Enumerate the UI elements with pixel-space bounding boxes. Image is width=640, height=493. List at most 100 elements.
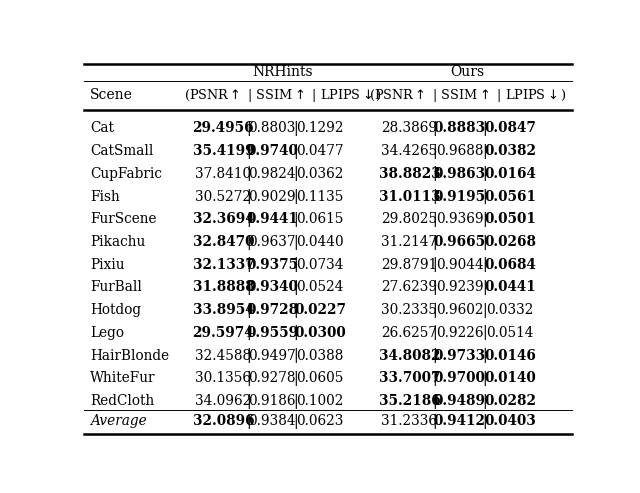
Text: |: | bbox=[433, 280, 437, 295]
Text: 0.9340: 0.9340 bbox=[246, 281, 298, 294]
Text: |: | bbox=[293, 393, 298, 409]
Text: 28.3869: 28.3869 bbox=[381, 121, 437, 136]
Text: 0.0227: 0.0227 bbox=[294, 303, 346, 317]
Text: |: | bbox=[482, 303, 487, 317]
Text: 0.9602: 0.9602 bbox=[436, 303, 483, 317]
Text: 0.9044: 0.9044 bbox=[436, 258, 484, 272]
Text: |: | bbox=[293, 167, 298, 181]
Text: 0.9186: 0.9186 bbox=[248, 394, 296, 408]
Text: 34.8082: 34.8082 bbox=[379, 349, 440, 363]
Text: 0.0477: 0.0477 bbox=[296, 144, 344, 158]
Text: 0.9029: 0.9029 bbox=[248, 190, 296, 204]
Text: |: | bbox=[293, 257, 298, 272]
Text: 0.0605: 0.0605 bbox=[296, 371, 344, 386]
Text: |: | bbox=[293, 348, 298, 363]
Text: |: | bbox=[482, 143, 487, 159]
Text: |: | bbox=[482, 280, 487, 295]
Text: 0.9863: 0.9863 bbox=[434, 167, 486, 181]
Text: |: | bbox=[433, 371, 437, 386]
Text: 0.9637: 0.9637 bbox=[248, 235, 296, 249]
Text: 26.6257: 26.6257 bbox=[381, 326, 437, 340]
Text: (PSNR$\uparrow$ | SSIM$\uparrow$ | LPIPS$\downarrow$): (PSNR$\uparrow$ | SSIM$\uparrow$ | LPIPS… bbox=[369, 87, 566, 104]
Text: CatSmall: CatSmall bbox=[90, 144, 154, 158]
Text: CupFabric: CupFabric bbox=[90, 167, 162, 181]
Text: |: | bbox=[482, 235, 487, 249]
Text: 33.7007: 33.7007 bbox=[379, 371, 440, 386]
Text: HairBlonde: HairBlonde bbox=[90, 349, 169, 363]
Text: 30.2335: 30.2335 bbox=[381, 303, 437, 317]
Text: 34.0962: 34.0962 bbox=[195, 394, 252, 408]
Text: Scene: Scene bbox=[90, 88, 133, 103]
Text: |: | bbox=[246, 371, 252, 386]
Text: (PSNR$\uparrow$ | SSIM$\uparrow$ | LPIPS$\downarrow$): (PSNR$\uparrow$ | SSIM$\uparrow$ | LPIPS… bbox=[184, 87, 382, 104]
Text: |: | bbox=[246, 189, 252, 204]
Text: 0.0300: 0.0300 bbox=[294, 326, 346, 340]
Text: 35.4199: 35.4199 bbox=[193, 144, 254, 158]
Text: |: | bbox=[246, 280, 252, 295]
Text: |: | bbox=[433, 257, 437, 272]
Text: 0.1002: 0.1002 bbox=[296, 394, 344, 408]
Text: 0.9497: 0.9497 bbox=[248, 349, 296, 363]
Text: 0.0615: 0.0615 bbox=[296, 212, 344, 226]
Text: NRHints: NRHints bbox=[253, 65, 314, 79]
Text: 0.0501: 0.0501 bbox=[484, 212, 536, 226]
Text: 0.9559: 0.9559 bbox=[246, 326, 298, 340]
Text: 0.0140: 0.0140 bbox=[484, 371, 536, 386]
Text: 0.9728: 0.9728 bbox=[246, 303, 298, 317]
Text: 33.8954: 33.8954 bbox=[193, 303, 254, 317]
Text: 35.2186: 35.2186 bbox=[378, 394, 440, 408]
Text: 0.0734: 0.0734 bbox=[296, 258, 344, 272]
Text: 29.4956: 29.4956 bbox=[193, 121, 254, 136]
Text: |: | bbox=[246, 143, 252, 159]
Text: Average: Average bbox=[90, 414, 147, 428]
Text: |: | bbox=[482, 325, 487, 340]
Text: 30.1356: 30.1356 bbox=[195, 371, 252, 386]
Text: FurBall: FurBall bbox=[90, 281, 142, 294]
Text: 0.0382: 0.0382 bbox=[484, 144, 536, 158]
Text: |: | bbox=[246, 325, 252, 340]
Text: 0.0146: 0.0146 bbox=[484, 349, 536, 363]
Text: |: | bbox=[433, 212, 437, 227]
Text: Ours: Ours bbox=[451, 65, 484, 79]
Text: |: | bbox=[293, 143, 298, 159]
Text: |: | bbox=[433, 414, 437, 428]
Text: |: | bbox=[482, 371, 487, 386]
Text: 32.4588: 32.4588 bbox=[195, 349, 252, 363]
Text: |: | bbox=[482, 189, 487, 204]
Text: 0.9239: 0.9239 bbox=[436, 281, 484, 294]
Text: 0.0847: 0.0847 bbox=[484, 121, 536, 136]
Text: |: | bbox=[433, 325, 437, 340]
Text: 31.2336: 31.2336 bbox=[381, 414, 437, 428]
Text: 34.4265: 34.4265 bbox=[381, 144, 438, 158]
Text: 0.9489: 0.9489 bbox=[434, 394, 486, 408]
Text: 0.9412: 0.9412 bbox=[434, 414, 486, 428]
Text: |: | bbox=[293, 280, 298, 295]
Text: RedCloth: RedCloth bbox=[90, 394, 154, 408]
Text: 0.8803: 0.8803 bbox=[248, 121, 296, 136]
Text: WhiteFur: WhiteFur bbox=[90, 371, 156, 386]
Text: |: | bbox=[246, 393, 252, 409]
Text: 0.9384: 0.9384 bbox=[248, 414, 296, 428]
Text: 32.8470: 32.8470 bbox=[193, 235, 254, 249]
Text: 0.0561: 0.0561 bbox=[484, 190, 536, 204]
Text: 32.0896: 32.0896 bbox=[193, 414, 254, 428]
Text: |: | bbox=[293, 303, 298, 317]
Text: 32.1337: 32.1337 bbox=[193, 258, 254, 272]
Text: Cat: Cat bbox=[90, 121, 114, 136]
Text: 0.9278: 0.9278 bbox=[248, 371, 296, 386]
Text: 37.8410: 37.8410 bbox=[195, 167, 252, 181]
Text: 0.0268: 0.0268 bbox=[484, 235, 536, 249]
Text: Lego: Lego bbox=[90, 326, 124, 340]
Text: 0.1135: 0.1135 bbox=[296, 190, 344, 204]
Text: |: | bbox=[246, 235, 252, 249]
Text: 29.8025: 29.8025 bbox=[381, 212, 437, 226]
Text: |: | bbox=[433, 143, 437, 159]
Text: 0.9375: 0.9375 bbox=[246, 258, 298, 272]
Text: |: | bbox=[246, 167, 252, 181]
Text: 0.0440: 0.0440 bbox=[296, 235, 344, 249]
Text: |: | bbox=[482, 121, 487, 136]
Text: |: | bbox=[246, 348, 252, 363]
Text: 38.8823: 38.8823 bbox=[378, 167, 440, 181]
Text: |: | bbox=[293, 371, 298, 386]
Text: |: | bbox=[246, 414, 252, 428]
